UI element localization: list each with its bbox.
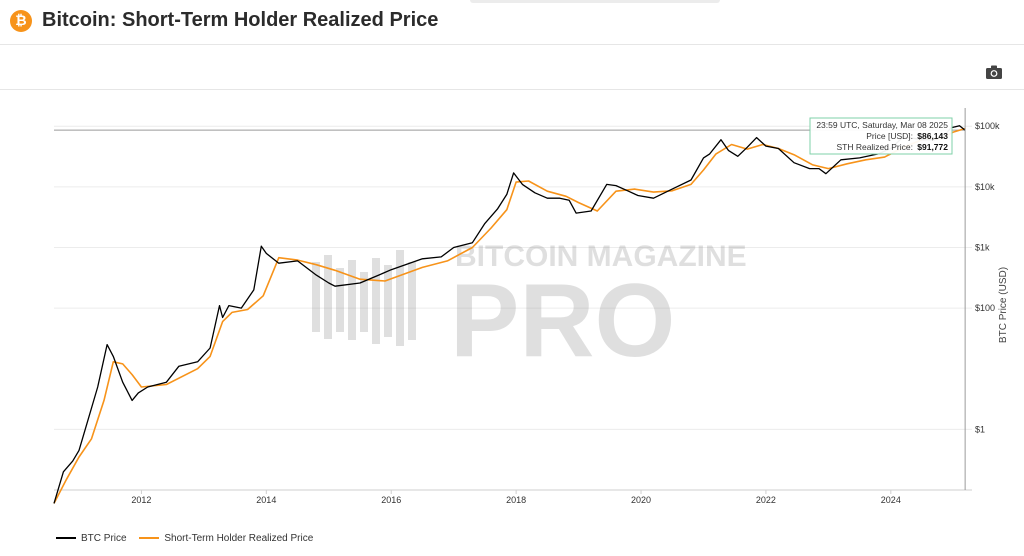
page-title: Bitcoin: Short-Term Holder Realized Pric… [42,9,439,31]
axes: $1 $100 $1k $10k $100k 2012 2014 2016 2018 2020 20… [54,121,1000,505]
legend-label-sth: Short-Term Holder Realized Price [164,533,314,544]
watermark-bar [312,262,320,332]
tooltip-box [809,117,953,155]
watermark-bar [408,262,416,340]
grid-lines [54,125,972,430]
chart-area[interactable]: BITCOIN MAGAZINE PRO $1 $100 $1k $10k $100k 2… [0,90,1024,530]
series-lines [53,125,966,504]
camera-icon[interactable] [982,61,1006,83]
y-axis-title: BTC Price (USD) [998,267,1009,343]
legend-item-sth-price[interactable]: Short-Term Holder Realized Price [139,533,313,544]
camera-glyph [986,65,1002,79]
y-tick-label: $1 [975,424,985,434]
watermark-bar [396,250,404,346]
chart-toolbar [0,45,1024,90]
tooltip-sth-label: STH Realized Price: [836,142,913,152]
watermark-logo: BITCOIN MAGAZINE PRO [312,240,747,379]
watermark-bar [348,260,356,340]
legend-label-btc: BTC Price [81,533,127,544]
watermark-line1: BITCOIN MAGAZINE [455,240,747,273]
hover-tooltip: 23:59 UTC, Saturday, Mar 08 2025 Price [… [809,117,953,155]
tooltip-timestamp: 23:59 UTC, Saturday, Mar 08 2025 [816,120,948,130]
legend-item-btc-price[interactable]: BTC Price [56,533,127,544]
legend-swatch-sth [139,537,160,540]
tooltip-price-label: Price [USD]: [866,131,913,141]
watermark-line2: PRO [450,263,675,379]
watermark-bar [324,255,332,339]
tooltip-sth-value: $91,772 [917,142,948,152]
y-tick-label: $100k [975,121,1000,131]
legend-swatch-btc [56,537,76,540]
x-tick-label: 2014 [256,495,276,505]
x-tick-label: 2016 [381,495,401,505]
y-tick-label: $1k [975,242,990,252]
top-drag-handle[interactable] [470,0,720,3]
x-tick-label: 2024 [881,495,901,505]
watermark-bar [360,272,368,332]
y-tick-label: $10k [975,182,995,192]
chart-legend: BTC Price Short-Term Holder Realized Pri… [56,533,323,547]
y-tick-label: $100 [975,303,995,313]
x-tick-label: 2012 [131,495,151,505]
watermark-bar [384,265,392,337]
watermark-bar [372,258,380,344]
series-line-sth-realized-price [53,127,966,504]
series-line-btc-price [53,125,966,504]
header-bar: ₿ Bitcoin: Short-Term Holder Realized Pr… [0,0,1024,45]
x-tick-label: 2022 [756,495,776,505]
tooltip-price-value: $86,143 [917,131,948,141]
watermark-bar [336,268,344,332]
x-tick-label: 2020 [631,495,651,505]
x-tick-label: 2018 [506,495,526,505]
bitcoin-logo-icon: ₿ [10,10,32,32]
